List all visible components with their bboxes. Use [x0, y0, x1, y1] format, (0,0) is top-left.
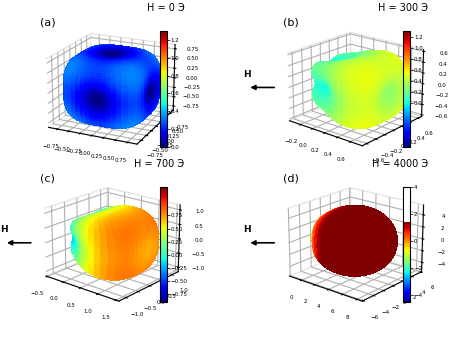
- Text: H = 0 Э: H = 0 Э: [147, 3, 184, 13]
- Text: H = 300 Э: H = 300 Э: [378, 3, 428, 13]
- Text: H: H: [244, 69, 251, 79]
- Text: (d): (d): [283, 173, 299, 183]
- Text: H: H: [244, 225, 251, 234]
- Text: H: H: [0, 225, 8, 234]
- Text: (b): (b): [283, 18, 299, 28]
- Text: (c): (c): [39, 173, 55, 183]
- Text: H = 4000 Э: H = 4000 Э: [372, 159, 428, 169]
- Text: H = 700 Э: H = 700 Э: [135, 159, 184, 169]
- Text: (a): (a): [39, 18, 55, 28]
